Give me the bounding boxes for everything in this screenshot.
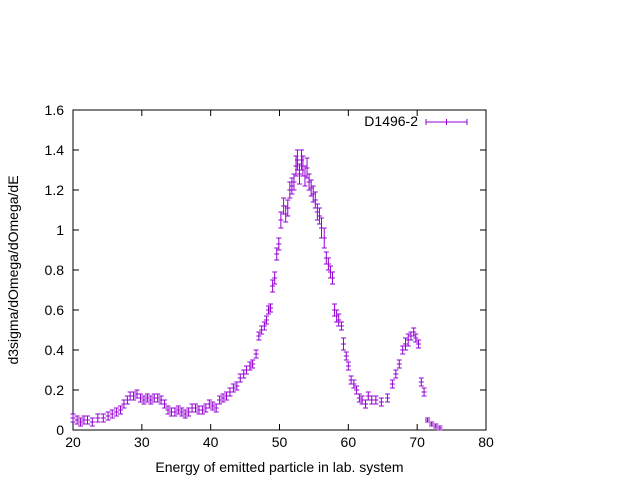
data-point — [276, 237, 282, 251]
data-point — [345, 361, 351, 371]
series-points — [70, 149, 443, 431]
y-axis-label: d3sigma/dOmega/dOmega/dE — [5, 175, 21, 364]
data-point — [385, 393, 391, 403]
plot-frame — [72, 109, 487, 431]
data-point — [217, 395, 223, 405]
data-point — [84, 415, 90, 425]
y-tick-label: 1.6 — [45, 102, 65, 118]
y-tick-label: 0.4 — [45, 342, 65, 358]
x-tick-label: 40 — [203, 434, 219, 450]
x-tick-label: 20 — [65, 434, 81, 450]
data-point — [137, 393, 143, 403]
data-point — [416, 339, 422, 349]
data-point — [148, 395, 154, 405]
data-point — [316, 207, 322, 225]
data-point — [206, 399, 212, 409]
data-point — [141, 395, 147, 405]
data-point — [263, 315, 269, 325]
data-point — [365, 391, 371, 401]
data-point — [220, 393, 226, 403]
legend: D1496-2 — [364, 113, 468, 129]
x-axis-label: Energy of emitted particle in lab. syste… — [155, 459, 403, 475]
x-tick-label: 80 — [478, 434, 494, 450]
data-point — [230, 383, 236, 393]
data-point — [356, 393, 362, 403]
data-point — [131, 391, 137, 401]
data-point — [341, 337, 347, 351]
x-tick-label: 50 — [272, 434, 288, 450]
data-point — [162, 399, 168, 409]
data-point — [182, 409, 188, 419]
data-point — [113, 407, 119, 417]
data-point — [165, 405, 171, 415]
data-point — [109, 409, 115, 419]
y-tick-label: 0.8 — [45, 262, 65, 278]
data-point — [338, 321, 344, 331]
legend-sample — [425, 119, 468, 125]
data-point — [95, 413, 101, 423]
data-point — [389, 379, 395, 389]
data-point — [378, 397, 384, 407]
data-point — [193, 403, 199, 413]
data-point — [421, 387, 427, 397]
x-tick-label: 30 — [134, 434, 150, 450]
data-point — [413, 333, 419, 343]
data-point — [213, 403, 219, 413]
y-tick-label: 1.2 — [45, 182, 65, 198]
data-point — [373, 395, 379, 405]
data-point — [325, 257, 331, 271]
data-point — [199, 405, 205, 415]
data-point — [424, 417, 430, 423]
data-point — [144, 393, 150, 403]
data-point — [343, 351, 349, 361]
data-point — [330, 271, 336, 285]
data-point — [253, 349, 259, 359]
data-point — [418, 377, 424, 387]
data-point — [155, 393, 161, 403]
axis-ticks: 20 30 40 50 60 70 80 0 0.2 0.4 0.6 0.8 1 1.2 1.4 1.6 — [45, 102, 494, 450]
data-point — [396, 359, 402, 369]
legend-label: D1496-2 — [364, 113, 418, 129]
data-point — [321, 227, 327, 249]
data-point — [351, 379, 357, 389]
data-point — [179, 407, 185, 417]
y-tick-label: 0.6 — [45, 302, 65, 318]
y-tick-label: 1 — [56, 222, 64, 238]
y-tick-label: 1.4 — [45, 142, 65, 158]
data-point — [172, 407, 178, 417]
data-point — [74, 415, 80, 425]
data-point — [393, 369, 399, 379]
data-point — [256, 331, 262, 341]
data-point — [234, 381, 240, 391]
data-point — [354, 385, 360, 395]
data-point — [210, 401, 216, 411]
data-point — [268, 303, 274, 313]
data-point — [78, 417, 84, 427]
data-point — [175, 405, 181, 415]
data-point — [363, 399, 369, 409]
data-point — [285, 199, 291, 217]
data-point — [117, 405, 123, 415]
data-point — [402, 337, 408, 351]
data-point — [278, 211, 284, 229]
y-tick-label: 0 — [56, 422, 64, 438]
data-point — [247, 361, 253, 371]
data-point — [89, 417, 95, 427]
data-point — [70, 413, 76, 423]
data-point — [405, 333, 411, 347]
data-point — [437, 425, 443, 431]
x-tick-label: 70 — [409, 434, 425, 450]
y-tick-label: 0.2 — [45, 382, 65, 398]
data-point — [272, 271, 278, 285]
x-tick-label: 60 — [341, 434, 357, 450]
data-point — [105, 411, 111, 421]
data-point — [100, 413, 106, 423]
data-point — [250, 359, 256, 369]
